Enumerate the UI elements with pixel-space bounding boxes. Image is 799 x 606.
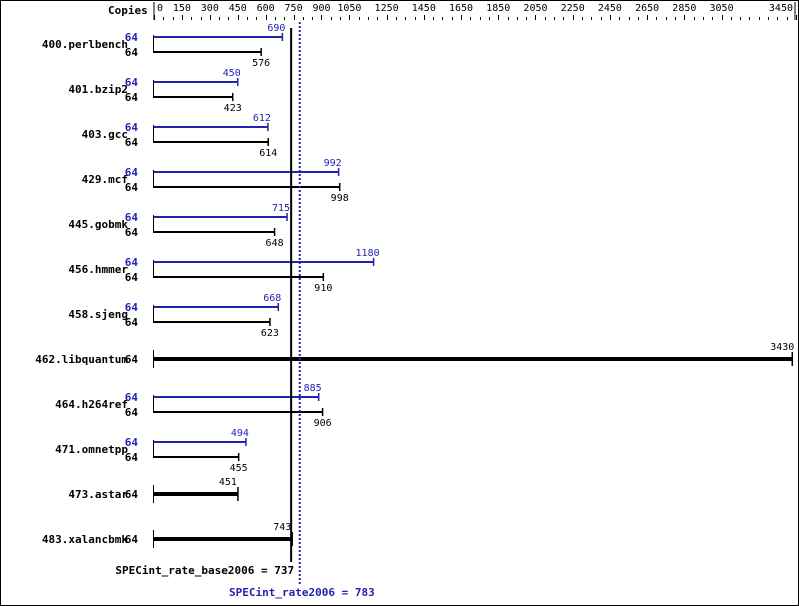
base-value-label: 910 xyxy=(314,283,332,294)
benchmark-label: 462.libquantum xyxy=(35,353,128,366)
benchmark-label: 403.gcc xyxy=(82,128,128,141)
axis-tick-label: 450 xyxy=(229,3,247,14)
axis-tick-label: 1450 xyxy=(412,3,436,14)
axis-tick-label: 0 xyxy=(157,3,163,14)
peak-value-label: 715 xyxy=(272,203,290,214)
peak-value-label: 992 xyxy=(324,158,342,169)
peak-reference-label: SPECint_rate2006 = 783 xyxy=(229,586,375,599)
axis-tick-label: 1650 xyxy=(449,3,473,14)
base-copies: 64 xyxy=(125,226,139,239)
benchmark-label: 464.h264ref xyxy=(55,398,128,411)
axis-tick-label: 2850 xyxy=(672,3,696,14)
axis-tick-label: 2650 xyxy=(635,3,659,14)
peak-copies: 64 xyxy=(125,76,139,89)
base-value-label: 576 xyxy=(252,58,270,69)
benchmark-label: 473.astar xyxy=(68,488,128,501)
base-copies: 64 xyxy=(125,406,139,419)
base-copies: 64 xyxy=(125,181,139,194)
base-copies: 64 xyxy=(125,271,139,284)
base-value-label: 998 xyxy=(331,193,349,204)
axis-tick-label: 2250 xyxy=(561,3,585,14)
base-value-label: 623 xyxy=(261,328,279,339)
benchmark-label: 429.mcf xyxy=(82,173,128,186)
axis-tick-label: 3050 xyxy=(710,3,734,14)
peak-copies: 64 xyxy=(125,436,139,449)
axis-tick-label: 900 xyxy=(312,3,330,14)
peak-value-label: 668 xyxy=(263,293,281,304)
base-value-label: 648 xyxy=(266,238,284,249)
axis-tick-label: 1050 xyxy=(337,3,361,14)
base-value-label: 614 xyxy=(259,148,277,159)
copies-header: Copies xyxy=(108,4,148,17)
benchmark-label: 471.omnetpp xyxy=(55,443,128,456)
base-value-label: 455 xyxy=(230,463,248,474)
axis-tick-label: 2450 xyxy=(598,3,622,14)
benchmark-label: 483.xalancbmk xyxy=(42,533,128,546)
base-copies: 64 xyxy=(125,451,139,464)
axis-tick-label: 750 xyxy=(285,3,303,14)
base-value-label: 423 xyxy=(224,103,242,114)
peak-value-label: 450 xyxy=(223,68,241,79)
benchmark-label: 445.gobmk xyxy=(68,218,128,231)
peak-copies: 64 xyxy=(125,301,139,314)
benchmark-label: 456.hmmer xyxy=(68,263,128,276)
base-copies: 64 xyxy=(125,91,139,104)
axis-tick-label: 1250 xyxy=(375,3,399,14)
benchmark-label: 458.sjeng xyxy=(68,308,128,321)
benchmark-label: 401.bzip2 xyxy=(68,83,128,96)
peak-copies: 64 xyxy=(125,391,139,404)
peak-value-label: 612 xyxy=(253,113,271,124)
peak-value-label: 1180 xyxy=(356,248,380,259)
base-copies: 64 xyxy=(125,533,139,546)
peak-value-label: 690 xyxy=(267,23,285,34)
peak-copies: 64 xyxy=(125,211,139,224)
peak-value-label: 885 xyxy=(304,383,322,394)
peak-value-label: 494 xyxy=(231,428,249,439)
base-value-label: 451 xyxy=(219,477,237,488)
axis-tick-label: 600 xyxy=(257,3,275,14)
base-value-label: 3430 xyxy=(770,342,794,353)
axis-tick-label: 150 xyxy=(173,3,191,14)
base-copies: 64 xyxy=(125,488,139,501)
peak-copies: 64 xyxy=(125,166,139,179)
peak-copies: 64 xyxy=(125,121,139,134)
axis-tick-label: 1850 xyxy=(486,3,510,14)
benchmark-label: 400.perlbench xyxy=(42,38,128,51)
base-copies: 64 xyxy=(125,136,139,149)
base-copies: 64 xyxy=(125,46,139,59)
axis-tick-label: 3450 xyxy=(769,3,793,14)
base-value-label: 743 xyxy=(273,522,291,533)
base-value-label: 906 xyxy=(314,418,332,429)
peak-copies: 64 xyxy=(125,256,139,269)
base-copies: 64 xyxy=(125,316,139,329)
axis-tick-label: 300 xyxy=(201,3,219,14)
base-reference-label: SPECint_rate_base2006 = 737 xyxy=(115,564,294,577)
base-copies: 64 xyxy=(125,353,139,366)
peak-copies: 64 xyxy=(125,31,139,44)
axis-tick-label: 2050 xyxy=(523,3,547,14)
